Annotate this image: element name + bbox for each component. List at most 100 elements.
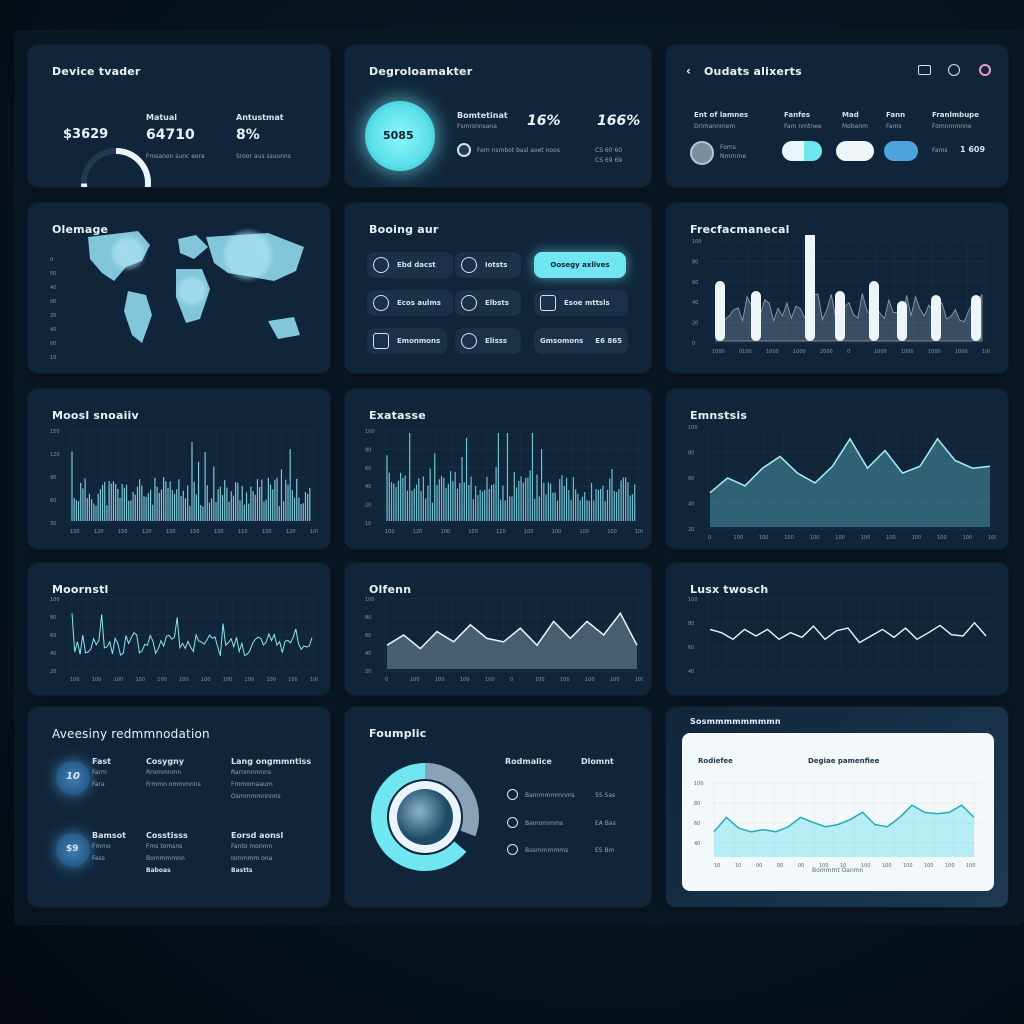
alerts-col5-sub: Fomnmmnne bbox=[932, 123, 972, 130]
x-tick-label: 100 bbox=[223, 677, 233, 683]
x-tick-label: 100 bbox=[635, 529, 643, 535]
bar bbox=[897, 301, 907, 341]
chip-7[interactable]: Emonmons bbox=[367, 328, 447, 354]
user-avatar[interactable] bbox=[690, 141, 714, 165]
x-tick-label: 100 bbox=[912, 535, 922, 541]
x-tick-label: 100 bbox=[310, 677, 318, 683]
bar bbox=[931, 295, 941, 341]
radio-1[interactable] bbox=[507, 789, 518, 800]
x-tick-label: 1000 bbox=[928, 349, 941, 355]
recommend-title: Aveesiny redmmnodation bbox=[52, 727, 210, 741]
chart-icon[interactable] bbox=[948, 64, 960, 76]
bar bbox=[971, 295, 981, 341]
alerts-col4: Fann bbox=[886, 111, 906, 119]
orb-value: 5085 bbox=[383, 129, 414, 142]
chip-active[interactable]: Oosegy axlives bbox=[534, 252, 626, 278]
x-tick-label: 100 bbox=[410, 677, 420, 683]
badge-2[interactable] bbox=[56, 833, 90, 867]
y-tick-label: 90 bbox=[50, 475, 56, 481]
alerts-value: 1 609 bbox=[960, 145, 986, 154]
frequency-title: Frecfacmanecal bbox=[690, 223, 790, 236]
exercise-chart: 100 80 60 40 20 10 100 120 100 100 120 100 100 100 100… bbox=[365, 429, 643, 535]
x-tick-label: 110 bbox=[238, 529, 248, 535]
chip-6[interactable]: Esoe mttsls bbox=[534, 290, 628, 316]
movement-title: Moornstl bbox=[52, 583, 109, 596]
x-tick-label: 100 bbox=[966, 863, 976, 869]
device-gauge bbox=[81, 148, 151, 187]
y-tick-label: 30 bbox=[50, 521, 56, 527]
r1-s2: Fara bbox=[92, 781, 105, 788]
chip-2[interactable]: Iotsts bbox=[455, 252, 521, 278]
frequency-card: Frecfacmanecal 100 80 60 40 20 0 1000 0100 1000 1… bbox=[666, 203, 1008, 373]
badge-1[interactable] bbox=[56, 761, 90, 795]
y-tick-label: 80 bbox=[694, 801, 700, 807]
x-tick-label: 120 bbox=[286, 529, 296, 535]
y-tick-label: 100 bbox=[694, 781, 704, 787]
toggle-blue[interactable] bbox=[884, 141, 918, 161]
y-tick-label: 40 bbox=[688, 502, 694, 508]
map-tick-label: 20 bbox=[50, 313, 57, 319]
toggle-white[interactable] bbox=[836, 141, 874, 161]
x-tick-label: 1000 bbox=[766, 349, 779, 355]
metric2-value: 8% bbox=[236, 127, 260, 143]
olfann-card: Olfenn 100 80 60 40 20 0 100 100 100 100 0 100 100 10… bbox=[345, 563, 651, 695]
avatar-label: Foms bbox=[720, 144, 736, 151]
alerts-col2: Fanfes bbox=[784, 111, 811, 119]
summary-panel bbox=[682, 733, 994, 891]
x-tick-label: 100 bbox=[886, 535, 896, 541]
summary-inner-right: Degiae pamenfiee bbox=[808, 757, 880, 765]
map-tick-label: 40 bbox=[50, 327, 57, 333]
window-icon[interactable] bbox=[918, 65, 931, 75]
chip-1[interactable]: Ebd dacst bbox=[367, 252, 453, 278]
chip-8[interactable]: Elisss bbox=[455, 328, 521, 354]
chip-5[interactable]: Elbsts bbox=[455, 290, 521, 316]
x-tick-label: 100 bbox=[560, 677, 570, 683]
chip-9[interactable]: Gmsomons E6 865 bbox=[534, 328, 628, 354]
x-tick-label: 120 bbox=[94, 529, 104, 535]
map-tick-label: 00 bbox=[50, 299, 57, 305]
x-tick-label: 100 bbox=[635, 677, 643, 683]
frequency2-card: Foumplic Rodmalice Dlomnt Bammmmmnms 5S … bbox=[345, 707, 651, 907]
alerts-col5: Franlmbupe bbox=[932, 111, 979, 119]
chip-4[interactable]: Ecos aulms bbox=[367, 290, 453, 316]
map-tick-label: 00 bbox=[50, 271, 57, 277]
world-map bbox=[88, 231, 304, 343]
x-tick-label: 100 bbox=[861, 535, 871, 541]
map-tick-label: 10 bbox=[50, 355, 57, 361]
x-tick-label: 100 bbox=[435, 677, 445, 683]
y-tick-label: 80 bbox=[50, 615, 56, 621]
x-tick-label: 100 bbox=[759, 535, 769, 541]
y-tick-label: 20 bbox=[692, 321, 698, 327]
back-chevron-icon[interactable]: ‹ bbox=[686, 64, 691, 78]
area-line bbox=[713, 804, 975, 833]
x-tick-label: 100 bbox=[835, 535, 845, 541]
y-tick-label: 100 bbox=[50, 597, 60, 603]
y-tick-label: 120 bbox=[50, 452, 60, 458]
x-tick-label: 2000 bbox=[820, 349, 833, 355]
radio-2[interactable] bbox=[507, 817, 518, 828]
x-tick-label: 10 bbox=[714, 863, 720, 869]
x-tick-label: 100 bbox=[114, 677, 124, 683]
toggle-cyan[interactable] bbox=[782, 141, 822, 161]
x-tick-label: 00 bbox=[756, 863, 762, 869]
radio-3[interactable] bbox=[507, 844, 518, 855]
y-tick-label: 80 bbox=[688, 451, 694, 457]
line-series bbox=[71, 613, 313, 657]
degro-title: Degroloamakter bbox=[369, 65, 473, 78]
square-icon bbox=[540, 295, 556, 311]
y-tick-label: 100 bbox=[365, 429, 375, 435]
y-tick-label: 60 bbox=[694, 821, 700, 827]
x-tick-label: 1000 bbox=[793, 349, 806, 355]
y-tick-label: 80 bbox=[688, 621, 694, 627]
x-tick-label: 0 bbox=[510, 677, 513, 683]
mood-card: Moosl snoaiiv 150 120 90 60 30 100 120 150 120 10… bbox=[28, 389, 330, 549]
lux-chart: 100 80 60 40 bbox=[688, 597, 993, 675]
degro-stat-sub: Fsmrsnnsana bbox=[457, 123, 497, 130]
y-tick-label: 20 bbox=[688, 527, 694, 533]
coverage-title: Olemage bbox=[52, 223, 109, 236]
x-tick-label: 100 bbox=[610, 677, 620, 683]
settings-icon[interactable] bbox=[979, 64, 991, 76]
degro-v2: 166% bbox=[597, 113, 641, 129]
x-tick-label: 100 bbox=[903, 863, 913, 869]
line-series bbox=[709, 621, 987, 644]
